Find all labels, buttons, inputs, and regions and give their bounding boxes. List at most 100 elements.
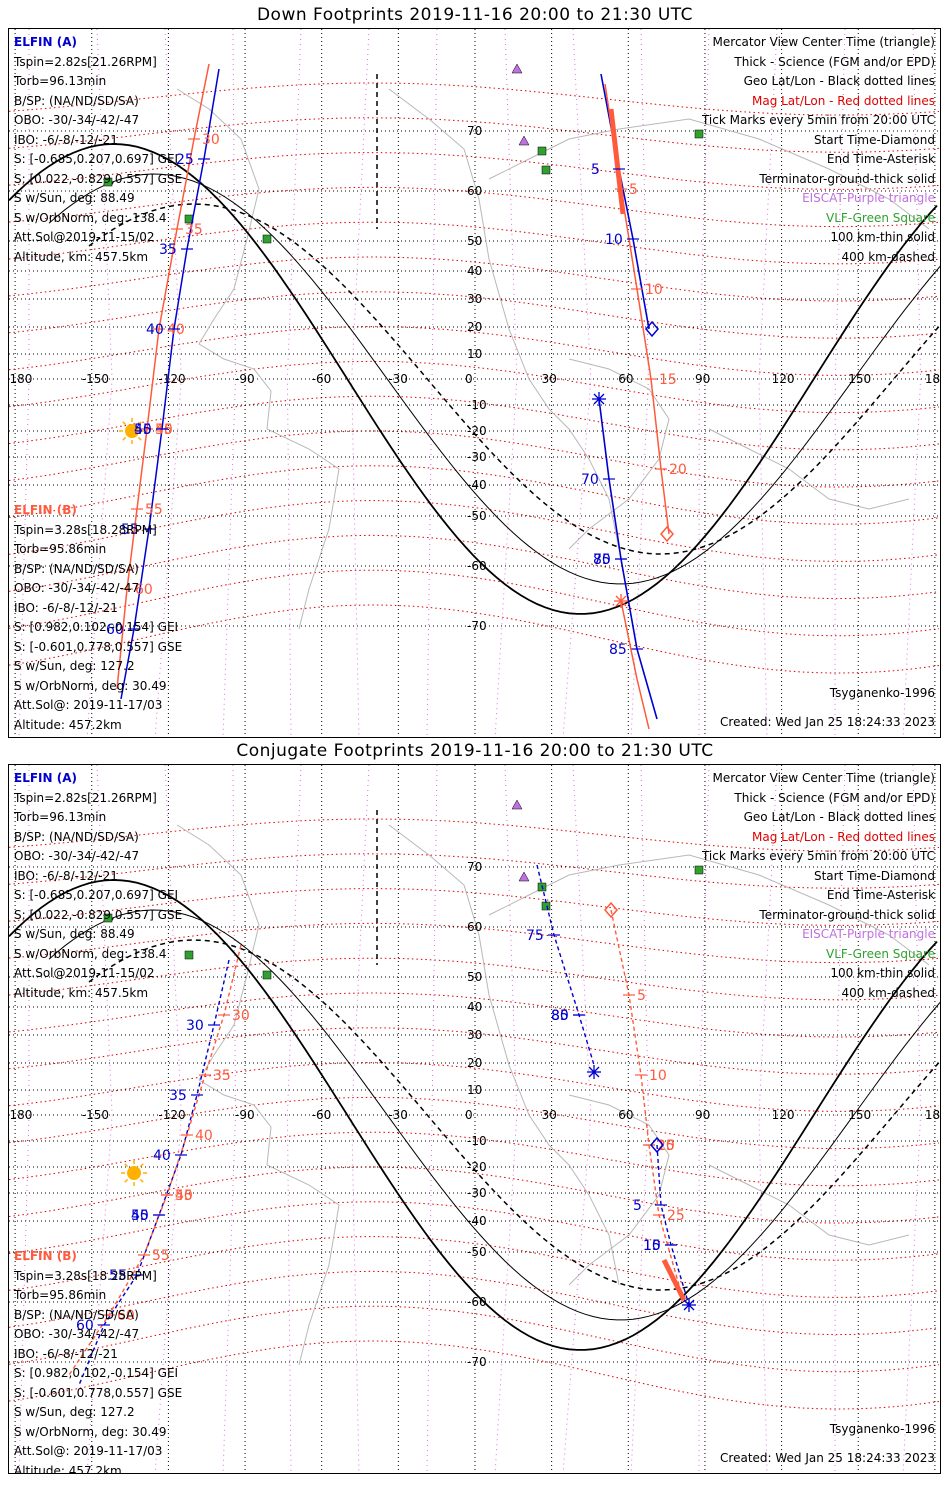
sun-icon [127, 1166, 141, 1180]
lon-label: 120 [772, 1108, 795, 1122]
mag-lat-line [9, 1096, 940, 1150]
lon-label: -30 [388, 1108, 408, 1122]
sun-ray [139, 1178, 144, 1183]
mag-lon-line [286, 29, 302, 737]
eiscat-marker [511, 799, 523, 810]
mag-lon-line [902, 765, 922, 1473]
mag-lon-line [902, 29, 922, 737]
elfin-a-label: ELFIN (A) [14, 771, 77, 785]
lat-label: 30 [467, 1028, 482, 1042]
elfin-b-track [604, 83, 670, 535]
legend-item: End Time-Asterisk [826, 888, 935, 902]
mag-lat-line [9, 1166, 940, 1224]
vlf-marker [184, 950, 194, 960]
legend-item: Mag Lat/Lon - Red dotted lines [751, 829, 935, 844]
lon-label: -60 [312, 1108, 332, 1122]
legend-item: Geo Lat/Lon - Black dotted lines [743, 810, 935, 824]
terminator-line [9, 879, 938, 1351]
track-tick-label: 40 [146, 322, 164, 338]
lat-label: 30 [467, 292, 482, 306]
lat-label: 40 [467, 264, 482, 278]
panel-title-conjugate: Conjugate Footprints 2019-11-16 20:00 to… [236, 741, 714, 761]
elfin-a-line: Torb=96.13min [14, 810, 107, 824]
elfin-b-line: S w/OrbNorm, deg: 30.49 [14, 678, 167, 693]
legend-item: Mag Lat/Lon - Red dotted lines [751, 93, 935, 108]
created-label: Created: Wed Jan 25 18:24:33 2023 [720, 715, 935, 729]
vlf-marker [694, 129, 704, 139]
legend: Mercator View Center Time (triangle) Thi… [702, 769, 935, 1003]
mag-lon-line [834, 29, 846, 737]
lat-label: 50 [467, 970, 482, 984]
eiscat-marker [518, 135, 530, 146]
terminator-400km-line [88, 939, 940, 1291]
mag-lat-line [9, 360, 940, 414]
lat-label: -10 [467, 398, 487, 412]
track-tick-label: 35 [213, 1068, 231, 1084]
lat-label: -20 [467, 1160, 487, 1174]
mag-lat-line [9, 465, 940, 525]
lat-label: 20 [467, 1056, 482, 1070]
elfin-b-line: S: [0.982,0.102,-0.154] GEI [14, 1366, 179, 1380]
mag-lat-line [9, 1340, 940, 1410]
elfin-a-line: Tspin=2.82s[21.26RPM] [14, 54, 157, 69]
lon-label: -30 [388, 372, 408, 386]
lat-label: 40 [467, 1000, 482, 1014]
elfin-a-line: S w/OrbNorm, deg: 138.4 [14, 210, 167, 225]
start-diamond [660, 525, 674, 543]
track-tick-label: 10 [649, 1068, 667, 1084]
track-tick-label: 15 [659, 372, 677, 388]
elfin-a-conj-track [78, 959, 230, 1386]
legend: Mercator View Center Time (triangle) Thi… [702, 33, 935, 267]
map-panel-conjugate[interactable]: -180 -150 -120 -90 -60 -30 0 30 60 90 120 150 180 70 6… [8, 764, 941, 1474]
elfin-b-line: S: [0.982,0.102,-0.154] GEI [14, 620, 179, 634]
sun-ray [122, 436, 127, 441]
lon-label: -90 [235, 1108, 255, 1122]
lat-label: 70 [467, 124, 482, 138]
lon-label: 150 [848, 1108, 871, 1122]
legend-item: Terminator-ground-thick solid [759, 907, 935, 922]
legend-item: Terminator-ground-thick solid [759, 171, 935, 186]
track-tick-label: 25 [176, 152, 194, 168]
mag-lon-line [222, 29, 237, 737]
start-diamond [645, 320, 659, 338]
vlf-marker [103, 177, 113, 187]
track-tick-label: 45 [175, 1188, 193, 1204]
vlf-marker [541, 165, 551, 175]
lon-label: 150 [848, 372, 871, 386]
lat-label: -40 [467, 1214, 487, 1228]
lon-label: 120 [772, 372, 795, 386]
track-tick-label: 45 [131, 1208, 149, 1224]
legend-item: 100 km-thin solid [830, 966, 935, 980]
legend-item: Mercator View Center Time (triangle) [712, 35, 935, 49]
mag-lat-line [9, 1305, 940, 1373]
elfin-b-line: Att.Sol@: 2019-11-17/03 [14, 698, 163, 712]
map-panel-down[interactable]: -180 -150 -120 -90 -60 -30 0 30 60 90 120 150 180 70 6… [8, 28, 941, 738]
coastline [176, 824, 340, 1366]
coastline [568, 358, 670, 550]
coastline [708, 428, 910, 510]
track-tick-label: 5 [633, 1198, 642, 1214]
lon-label: 180 [925, 1108, 941, 1122]
legend-item: 100 km-thin solid [830, 230, 935, 244]
track-tick-label: 5 [637, 988, 646, 1004]
mag-lon-line [562, 29, 592, 737]
terminator-line [9, 143, 938, 615]
track-tick-label: 45 [155, 422, 173, 438]
mag-lon-line [86, 765, 113, 1473]
mag-lat-line [9, 1201, 940, 1261]
track-tick-label: 35 [159, 242, 177, 258]
elfin-a-line: OBO: -30/-34/-42/-47 [14, 113, 140, 127]
lon-label: -60 [312, 372, 332, 386]
lat-label: 60 [467, 184, 482, 198]
mag-lat-line [9, 992, 940, 1038]
elfin-a-label: ELFIN (A) [14, 35, 77, 49]
lon-label: 60 [618, 1108, 633, 1122]
map-canvas-down: -180 -150 -120 -90 -60 -30 0 30 60 90 120 150 180 70 6… [9, 29, 940, 737]
mag-lat-line [9, 256, 940, 302]
mag-lat-line [9, 1270, 940, 1336]
lat-label: -60 [467, 1295, 487, 1309]
lon-label: -90 [235, 372, 255, 386]
legend-item: VLF-Green Square [826, 946, 935, 961]
created-label: Created: Wed Jan 25 18:24:33 2023 [720, 1451, 935, 1465]
sun-ray [137, 421, 142, 426]
